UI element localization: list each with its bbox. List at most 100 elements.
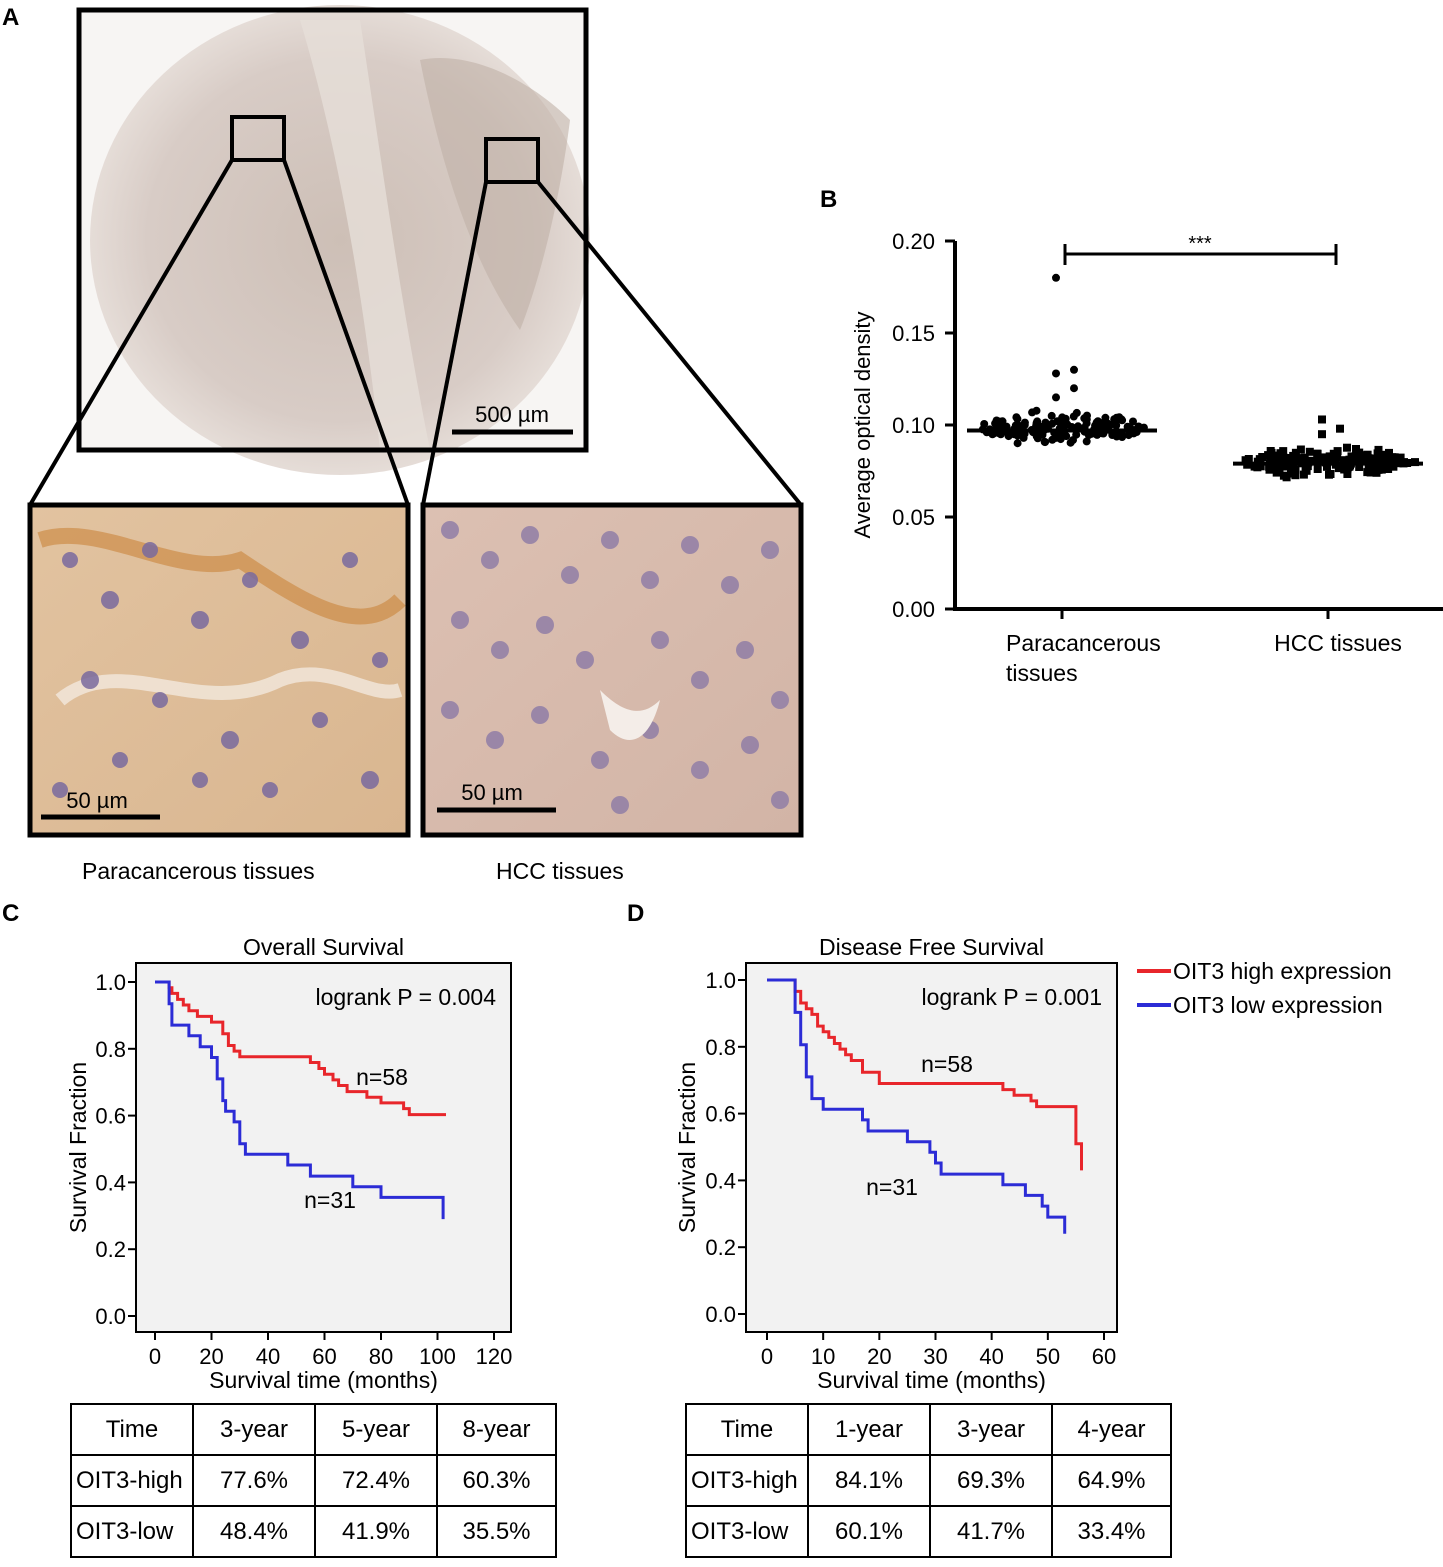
data-point xyxy=(1326,470,1335,478)
data-point xyxy=(1291,448,1300,457)
data-point xyxy=(1363,468,1372,477)
series-n-label: n=31 xyxy=(304,1187,356,1213)
table-row: Time 3-year 5-year 8-year xyxy=(70,1403,557,1456)
x-tick-label: 40 xyxy=(256,1344,280,1369)
table-cell: 4-year xyxy=(1051,1403,1172,1456)
data-point xyxy=(1279,447,1288,456)
x-tick-label: 120 xyxy=(476,1344,513,1369)
overview-scale-label: 500 µm xyxy=(475,402,549,427)
data-point xyxy=(1019,433,1028,442)
series-n-label: n=58 xyxy=(921,1051,973,1077)
data-point xyxy=(1272,468,1281,477)
y-axis-label: Survival Fraction xyxy=(674,1062,700,1233)
x-tick-label: 80 xyxy=(369,1344,393,1369)
x-tick-label: 20 xyxy=(199,1344,223,1369)
legend-label-high: OIT3 high expression xyxy=(1173,957,1392,984)
chart-d: Disease Free Survival 0.0 0.2 0.4 0.6 0.8 1.0 0… xyxy=(674,934,1118,1393)
data-point xyxy=(1319,453,1328,462)
data-point xyxy=(1376,453,1385,462)
data-point xyxy=(1291,465,1300,474)
y-tick-label: 0.6 xyxy=(95,1104,126,1129)
data-point xyxy=(1310,457,1319,466)
panel-letter-c: C xyxy=(2,900,20,927)
x-tick-label: 100 xyxy=(419,1344,456,1369)
data-point xyxy=(1258,453,1267,461)
chart-b: 0.00 0.05 0.10 0.15 0.20 Average optical dens… xyxy=(850,229,1443,686)
data-point xyxy=(1028,408,1037,417)
data-point xyxy=(1355,448,1364,457)
roi-box-hcc xyxy=(484,137,540,184)
data-point xyxy=(1020,418,1029,427)
x-tick-label: Paracancerous xyxy=(1006,630,1161,656)
table-cell: OIT3-high xyxy=(70,1454,194,1507)
table-row: OIT3-low 48.4% 41.9% 35.5% xyxy=(70,1505,557,1558)
legend-label-low: OIT3 low expression xyxy=(1173,991,1383,1018)
table-cell: Time xyxy=(70,1403,194,1456)
data-point xyxy=(1367,455,1376,463)
x-tick-label: 0 xyxy=(149,1344,161,1369)
data-point xyxy=(1100,420,1108,429)
x-axis-label: Survival time (months) xyxy=(209,1367,438,1393)
data-point xyxy=(1323,462,1331,471)
legend-swatch-high xyxy=(1137,969,1171,973)
legend-swatch-low xyxy=(1137,1003,1171,1007)
table-cell: 41.9% xyxy=(314,1505,438,1558)
survival-curve-low xyxy=(767,978,1067,1234)
table-row: OIT3-low 60.1% 41.7% 33.4% xyxy=(685,1505,1172,1558)
caption-hcc: HCC tissues xyxy=(496,858,624,884)
x-tick-label: HCC tissues xyxy=(1274,630,1402,656)
table-cell: 5-year xyxy=(314,1403,438,1456)
data-point xyxy=(1014,421,1023,430)
y-tick-label: 0.8 xyxy=(95,1037,126,1062)
significance-label: *** xyxy=(1188,233,1212,255)
legend-item-low: OIT3 low expression xyxy=(1137,988,1392,1022)
data-point xyxy=(1072,430,1081,439)
data-point xyxy=(1355,463,1364,471)
chart-c: Overall Survival 0.0 0.2 0.4 0.6 0.8 1.0 0 20 40 6… xyxy=(65,934,513,1393)
table-row: Time 1-year 3-year 4-year xyxy=(685,1403,1172,1456)
outlier-point xyxy=(1318,430,1326,439)
data-point xyxy=(1282,473,1291,482)
outlier-point xyxy=(1070,384,1078,393)
x-tick-label: 60 xyxy=(312,1344,336,1369)
data-point xyxy=(1388,453,1397,462)
table-cell: 33.4% xyxy=(1051,1505,1172,1558)
data-point xyxy=(1279,453,1288,462)
data-point xyxy=(1371,456,1380,465)
data-point xyxy=(1058,413,1067,422)
data-point xyxy=(1082,437,1091,446)
series-n-label: n=58 xyxy=(356,1064,408,1090)
data-point xyxy=(1241,456,1250,465)
plot-area xyxy=(135,962,512,1333)
y-tick-label: 0.6 xyxy=(705,1102,736,1127)
paracancerous-micrograph: 50 µm xyxy=(27,502,411,838)
y-tick-label: 0.10 xyxy=(892,413,935,438)
table-cell: 3-year xyxy=(929,1403,1053,1456)
data-point xyxy=(1380,450,1389,459)
y-tick-label: 0.00 xyxy=(892,597,935,622)
chart-title: Disease Free Survival xyxy=(819,934,1044,960)
data-point xyxy=(1289,456,1298,465)
table-row: OIT3-high 84.1% 69.3% 64.9% xyxy=(685,1454,1172,1507)
data-point xyxy=(1112,421,1121,430)
table-cell: 60.3% xyxy=(436,1454,557,1507)
y-tick-label: 0.20 xyxy=(892,229,935,254)
outlier-point xyxy=(1052,369,1060,378)
data-point xyxy=(1393,457,1402,466)
data-point xyxy=(1069,412,1078,421)
table-cell: OIT3-low xyxy=(70,1505,194,1558)
survival-curve-high xyxy=(155,980,446,1117)
data-point xyxy=(1365,461,1374,470)
data-point xyxy=(1299,470,1308,479)
table-c: Time 3-year 5-year 8-year OIT3-high 77.6… xyxy=(70,1403,557,1558)
data-point xyxy=(1041,418,1050,427)
x-tick-label: 50 xyxy=(1036,1344,1060,1369)
data-point xyxy=(1334,464,1343,473)
data-point xyxy=(1389,462,1398,471)
legend: OIT3 high expression OIT3 low expression xyxy=(1137,954,1392,1022)
hcc-micrograph: 50 µm xyxy=(420,502,804,838)
data-point xyxy=(1108,431,1117,439)
data-point xyxy=(1041,438,1050,447)
y-tick-label: 0.2 xyxy=(705,1235,736,1260)
table-cell: 48.4% xyxy=(192,1505,316,1558)
